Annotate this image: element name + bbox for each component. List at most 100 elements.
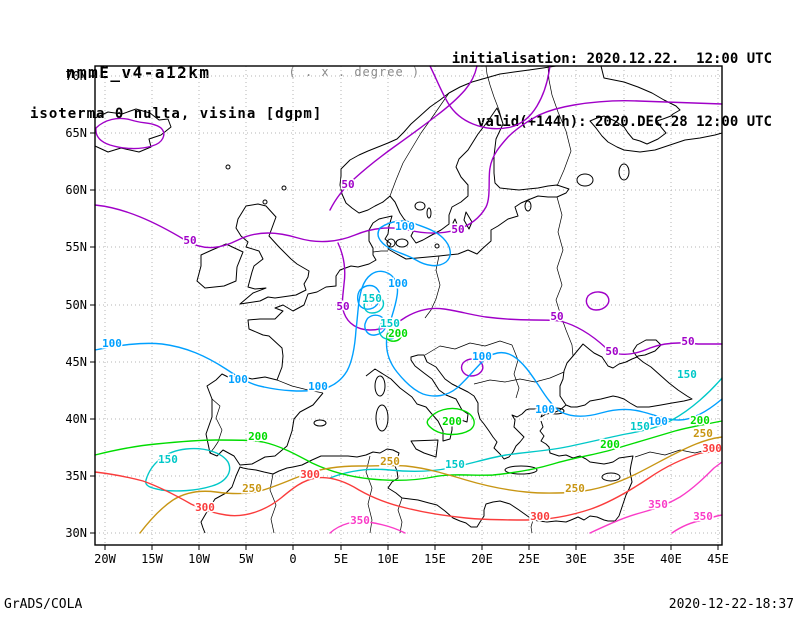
y-axis-labels: 30N 35N 40N 45N 50N 55N 60N 65N 70N [65, 69, 87, 540]
coastline-zealand [395, 238, 409, 248]
coastline-shetland [281, 185, 287, 191]
x-axis-tick-label: 10W [188, 552, 210, 566]
contour-label: 150 [677, 368, 697, 381]
contour-label: 350 [693, 510, 713, 523]
contour-label: 150 [380, 317, 400, 330]
contour-level-350 [329, 520, 406, 534]
contour-label: 100 [395, 220, 415, 233]
country-borders [209, 65, 723, 534]
contour-label: 100 [472, 350, 492, 363]
contour-label: 300 [195, 501, 215, 514]
contour-level-50 [94, 100, 723, 249]
contour-label: 100 [535, 403, 555, 416]
coastline-orkney [262, 199, 268, 205]
coastline-corsica [374, 375, 386, 397]
lake-ladoga [576, 173, 594, 187]
contour-level-350 [589, 461, 723, 534]
x-axis-tick-label: 20E [471, 552, 493, 566]
coastline-oland [452, 218, 460, 233]
lat-lon-gridlines [95, 66, 722, 545]
contour-level-50 [95, 117, 165, 150]
contour-level-150 [363, 295, 400, 340]
contour-label: 300 [530, 510, 550, 523]
contour-level-200 [386, 328, 402, 342]
contour-label: 250 [693, 427, 713, 440]
x-axis-tick-label: 15E [424, 552, 446, 566]
coastlines [94, 65, 723, 534]
axis-ticks [90, 75, 719, 550]
plot-footer: GrADS/COLA 2020-12-22-18:37 [4, 597, 794, 612]
contour-level-50 [329, 65, 478, 211]
grid-degree-note: ( . x . degree ) [288, 65, 421, 79]
contour-label: 100 [308, 380, 328, 393]
contour-label: 50 [341, 178, 354, 191]
coastline-mallorca [313, 419, 327, 427]
x-axis-tick-label: 25E [518, 552, 540, 566]
y-axis-tick-label: 65N [65, 126, 87, 140]
y-axis-tick-label: 70N [65, 69, 87, 83]
contour-label: 100 [102, 337, 122, 350]
contour-level-350 [671, 514, 723, 534]
contour-label: 50 [681, 335, 694, 348]
creation-timestamp: 2020-12-22-18:37 [668, 597, 794, 612]
contour-label: 350 [350, 514, 370, 527]
y-axis-tick-label: 60N [65, 183, 87, 197]
y-axis-tick-label: 45N [65, 355, 87, 369]
lake-peipus [524, 200, 532, 212]
coastline-cyprus [601, 472, 621, 482]
coastline-turkey-africa [200, 420, 634, 534]
contour-level-200 [94, 420, 723, 482]
contour-level-150 [144, 447, 231, 492]
contour-level-50 [460, 291, 610, 377]
contour-level-100 [356, 284, 387, 336]
contour-label: 150 [158, 453, 178, 466]
coastline-crete [504, 465, 538, 475]
contour-label: 250 [380, 455, 400, 468]
x-axis-tick-label: 10E [377, 552, 399, 566]
x-axis-tick-label: 30E [565, 552, 587, 566]
y-axis-tick-label: 40N [65, 412, 87, 426]
contour-label: 50 [550, 310, 563, 323]
contour-label: 200 [690, 414, 710, 427]
contour-level-50 [429, 65, 551, 130]
contour-level-250 [139, 436, 723, 534]
coastline-italy-balkans-blacksea [365, 339, 693, 460]
contour-label: 100 [388, 277, 408, 290]
contour-level-200 [426, 407, 475, 436]
y-axis-tick-label: 35N [65, 469, 87, 483]
coastline-ireland [196, 243, 244, 289]
lake-vanern [414, 201, 426, 211]
coastline-faroe [225, 164, 231, 170]
contour-label: 50 [451, 223, 464, 236]
contour-level-100 [377, 220, 451, 267]
x-axis-tick-label: 5W [239, 552, 254, 566]
contour-label: 200 [388, 327, 408, 340]
contour-level-50 [337, 242, 723, 356]
y-axis-tick-label: 30N [65, 526, 87, 540]
plot-subtitle: isoterma 0 nulta, visina [dgpm] [30, 106, 323, 122]
contour-level-300 [94, 450, 723, 521]
contour-label: 250 [242, 482, 262, 495]
contour-label: 50 [605, 345, 618, 358]
coastline-mainland-north [247, 65, 570, 381]
border-lines [209, 65, 723, 534]
contour-labels: 5050505050505010010010010010010010010015… [101, 177, 724, 529]
lake-onega [618, 163, 630, 181]
model-title: nmmE_v4-a12km [65, 63, 211, 82]
y-axis-tick-label: 50N [65, 298, 87, 312]
contour-lines [94, 65, 723, 534]
contour-label: 250 [565, 482, 585, 495]
plot-header-left: nmmE_v4-a12km ( . x . degree ) isoterma 0… [8, 6, 420, 160]
grads-credit: GrADS/COLA [4, 597, 83, 612]
x-axis-tick-label: 35E [613, 552, 635, 566]
contour-level-150 [329, 377, 723, 479]
contour-label: 200 [442, 415, 462, 428]
contour-label: 150 [362, 292, 382, 305]
plot-header-right: initialisation: 2020.12.22. 12:00 UTC va… [452, 7, 772, 175]
coastline-bornholm [434, 243, 440, 249]
coastline-great-britain [235, 203, 310, 305]
coastline-sardinia [375, 404, 389, 432]
contour-label: 150 [445, 458, 465, 471]
x-axis-tick-label: 20W [94, 552, 116, 566]
